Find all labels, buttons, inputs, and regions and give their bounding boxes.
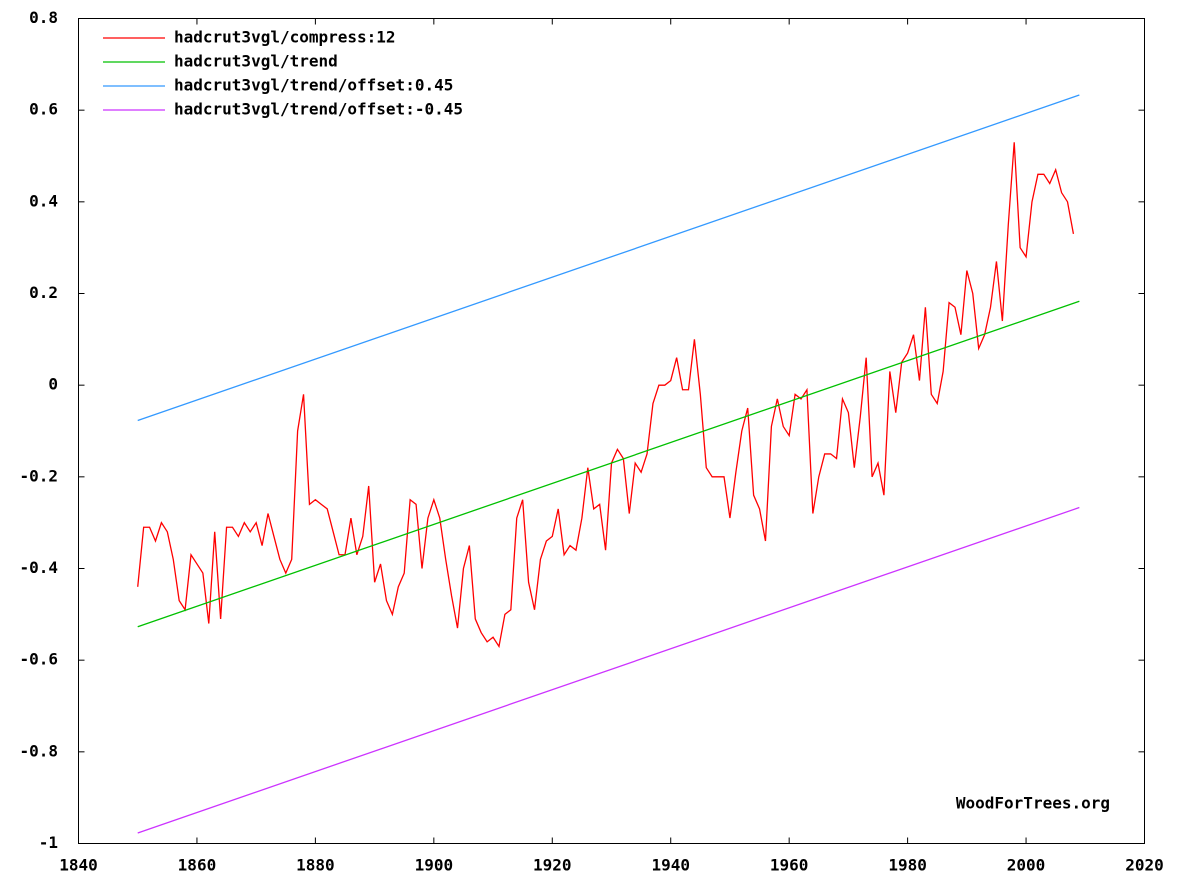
legend-label: hadcrut3vgl/trend/offset:0.45 <box>174 76 453 95</box>
x-tick-label: 1840 <box>59 856 98 875</box>
x-tick-label: 1940 <box>651 856 690 875</box>
legend-label: hadcrut3vgl/compress:12 <box>174 28 396 47</box>
plot-frame <box>78 18 1145 844</box>
y-tick-label: 0 <box>48 375 58 394</box>
x-tick-label: 1900 <box>415 856 454 875</box>
series-line <box>137 142 1075 649</box>
x-tick-label: 2000 <box>1007 856 1046 875</box>
x-tick-label: 1860 <box>178 856 217 875</box>
y-tick-label: 0.2 <box>29 283 58 302</box>
y-tick-label: 0.6 <box>29 100 58 119</box>
x-tick-label: 1960 <box>770 856 809 875</box>
series-line <box>137 300 1080 628</box>
legend-label: hadcrut3vgl/trend <box>174 52 338 71</box>
y-tick-label: 0.4 <box>29 191 58 210</box>
y-tick-label: -1 <box>39 833 58 852</box>
x-tick-label: 1980 <box>888 856 927 875</box>
x-tick-label: 1880 <box>296 856 335 875</box>
y-tick-label: -0.2 <box>19 466 58 485</box>
y-tick-label: -0.6 <box>19 650 58 669</box>
y-tick-label: -0.8 <box>19 741 58 760</box>
series-line <box>137 94 1080 422</box>
legend-label: hadcrut3vgl/trend/offset:-0.45 <box>174 100 463 119</box>
x-tick-label: 2020 <box>1125 856 1164 875</box>
watermark: WoodForTrees.org <box>956 794 1110 813</box>
series-line <box>137 506 1080 834</box>
y-tick-label: 0.8 <box>29 8 58 27</box>
y-tick-label: -0.4 <box>19 558 58 577</box>
x-tick-label: 1920 <box>533 856 572 875</box>
